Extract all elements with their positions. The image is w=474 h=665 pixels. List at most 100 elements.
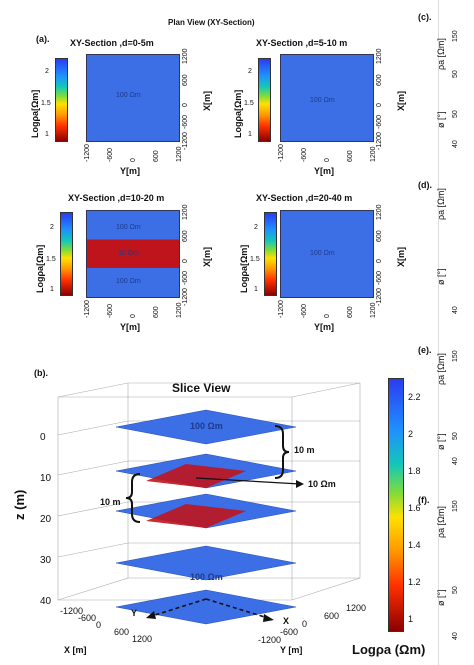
right-edge-divider xyxy=(438,0,439,665)
map1-ylabel: X[m] xyxy=(202,91,212,111)
map2-label: 100 Ωm xyxy=(310,97,335,104)
slice-z12-red xyxy=(146,504,246,528)
map3-xtick: 600 xyxy=(153,306,160,318)
map3-xtick: -600 xyxy=(107,303,114,318)
slice-ztick: 10 xyxy=(40,473,52,484)
map4-xtick: 0 xyxy=(324,314,331,318)
panel-e-tick-150: 150 xyxy=(452,350,459,362)
map1-cbar-tick-1: 1 xyxy=(45,131,49,138)
panel-f-tick-40: 40 xyxy=(452,632,459,640)
slice-ztick: 40 xyxy=(40,596,52,607)
panel-f-phi: ø [°] xyxy=(436,589,446,606)
map1-xtick: -600 xyxy=(107,147,114,162)
panel-f-tick-50: 50 xyxy=(452,586,459,594)
map3-label-mid: 10 Ωm xyxy=(118,250,139,257)
map2-ylabel: X[m] xyxy=(396,91,406,111)
map3-ytick: -1200 xyxy=(182,288,189,306)
panel-e-tick-40: 40 xyxy=(452,457,459,465)
map1-cbar-tick-15: 1.5 xyxy=(41,100,51,107)
map3-colorbar xyxy=(60,212,73,296)
slice-label-top: 100 Ωm xyxy=(190,421,223,431)
panel-c-label: (c). xyxy=(418,12,432,22)
panel-c-tick-40: 40 xyxy=(452,140,459,148)
map2-cbar-label: Logρa[Ωm] xyxy=(233,89,243,138)
map2-xtick: -1200 xyxy=(278,144,285,162)
map4-cbar-label: Logρa[Ωm] xyxy=(239,244,249,293)
slice-ylabel: Y [m] xyxy=(280,645,303,655)
map3-label-top: 100 Ωm xyxy=(116,224,141,231)
map1-ytick: 1200 xyxy=(182,48,189,64)
slice-label-anomaly: 10 Ωm xyxy=(308,479,336,489)
map1-cbar-tick-2: 2 xyxy=(45,68,49,75)
map2-title: XY-Section ,d=5-10 m xyxy=(256,38,348,48)
map4-ytick: -600 xyxy=(376,270,383,285)
plan-title: Plan View (XY-Section) xyxy=(168,18,255,27)
panel-a-label: (a). xyxy=(36,34,50,44)
slice-ztick: 0 xyxy=(40,432,46,443)
map4-cbar-tick-2: 2 xyxy=(254,224,258,231)
map4-cbar-tick-1: 1 xyxy=(254,286,258,293)
map4-colorbar xyxy=(264,212,277,296)
slice-label-thick-left: 10 m xyxy=(100,497,121,507)
map1-colorbar xyxy=(55,58,68,142)
map3-cbar-label: Logρa[Ωm] xyxy=(35,244,45,293)
map3-ytick: 1200 xyxy=(182,204,189,220)
slice-z40 xyxy=(115,589,297,625)
map1-label: 100 Ωm xyxy=(116,92,141,99)
slice-axis-x-label: X xyxy=(283,616,290,626)
panel-c-tick-150: 150 xyxy=(452,30,459,42)
slice-axis-y-label: Y xyxy=(131,608,138,618)
slice-view-plot xyxy=(57,382,361,625)
map4-cbar-tick-15: 1.5 xyxy=(250,256,260,263)
map4-ytick: 600 xyxy=(376,229,383,242)
slice-cbar-tick: 1.4 xyxy=(408,540,421,550)
map2-ytick: -600 xyxy=(376,114,383,129)
slice-ytick: 600 xyxy=(324,611,340,621)
map2-cbar-tick-1: 1 xyxy=(248,131,252,138)
map1-xlabel: Y[m] xyxy=(120,166,140,176)
map1-image xyxy=(86,54,180,142)
map2-cbar-tick-2: 2 xyxy=(248,68,252,75)
map4-ylabel: X[m] xyxy=(396,247,406,267)
map4-label: 100 Ωm xyxy=(310,250,335,257)
map1-ytick: 0 xyxy=(182,103,189,107)
map1-ytick: 600 xyxy=(182,73,189,86)
slice-ytick: 1200 xyxy=(346,603,367,613)
map2-ytick: -1200 xyxy=(376,132,383,150)
map4-ytick: 0 xyxy=(376,259,383,263)
slice-zlabel: z (m) xyxy=(12,489,27,520)
panel-d-tick-40: 40 xyxy=(452,306,459,314)
map2-ytick: 0 xyxy=(376,103,383,107)
map1-cbar-label: Logρa[Ωm] xyxy=(30,89,40,138)
map1-xtick: -1200 xyxy=(84,144,91,162)
map4-xtick: -600 xyxy=(301,303,308,318)
map3-ytick: 0 xyxy=(182,259,189,263)
map3-cbar-tick-1: 1 xyxy=(50,286,54,293)
slice-xtick: -600 xyxy=(78,613,97,623)
map2-xtick: 0 xyxy=(324,158,331,162)
map1-xtick: 0 xyxy=(130,158,137,162)
map3-image xyxy=(86,210,180,298)
slice-cbar-label: Logρa (Ωm) xyxy=(352,642,426,657)
panel-f-rho: ρa [Ωm] xyxy=(436,506,446,538)
slice-cbar-tick: 2.2 xyxy=(408,392,421,402)
panel-f-label: (f). xyxy=(418,495,430,505)
map1-xtick: 600 xyxy=(153,150,160,162)
map4-ytick: 1200 xyxy=(376,204,383,220)
panel-e-phi: ø [°] xyxy=(436,433,446,450)
map3-xlabel: Y[m] xyxy=(120,322,140,332)
map4-xtick: -1200 xyxy=(278,300,285,318)
panel-c-tick-50a: 50 xyxy=(452,70,459,78)
map2-colorbar xyxy=(258,58,271,142)
panel-e-tick-50: 50 xyxy=(452,432,459,440)
panel-d-phi: ø [°] xyxy=(436,268,446,285)
slice-z5-red xyxy=(146,464,246,488)
slice-xtick: 0 xyxy=(96,620,102,630)
slice-cbar-tick: 2 xyxy=(408,429,414,439)
slice-ytick: 0 xyxy=(302,619,308,629)
map2-xtick: -600 xyxy=(301,147,308,162)
slice-cbar-tick: 1.6 xyxy=(408,503,421,513)
slice-label-bottom: 100 Ωm xyxy=(190,572,223,582)
panel-e-rho: ρa [Ωm] xyxy=(436,353,446,385)
slice-ztick: 30 xyxy=(40,555,52,566)
